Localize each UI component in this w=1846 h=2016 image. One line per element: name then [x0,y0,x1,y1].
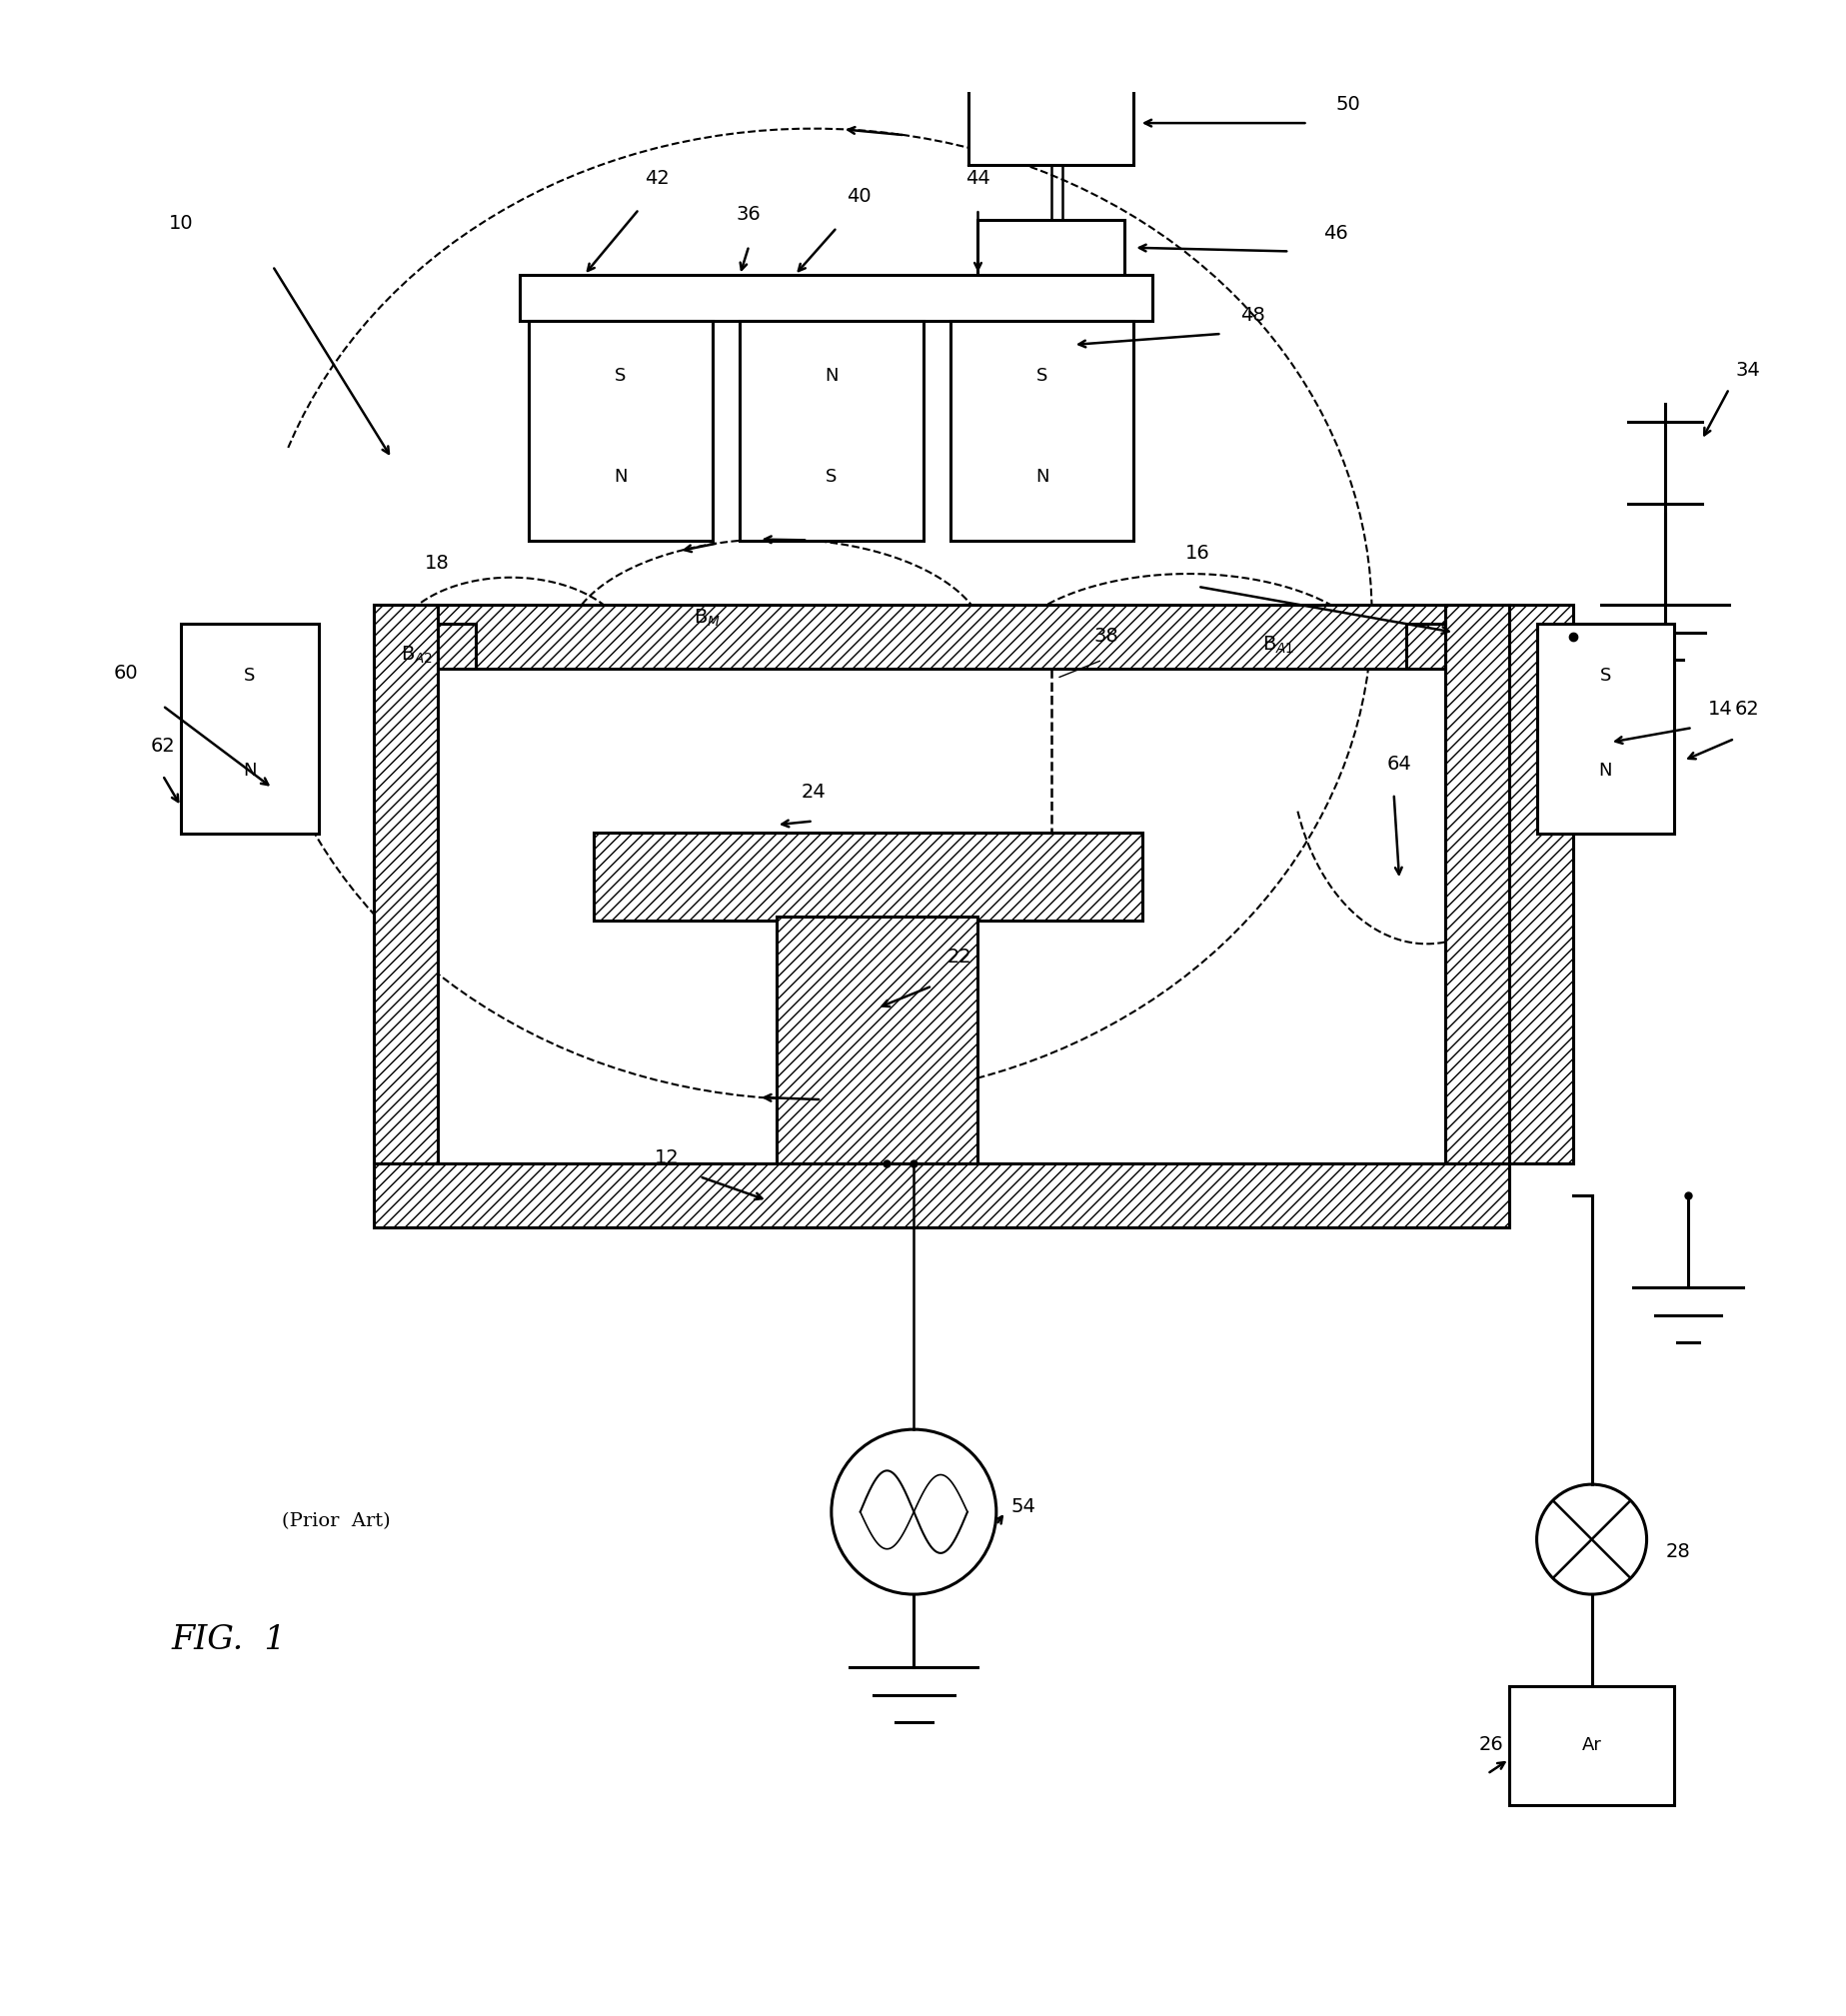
Bar [373,1163,1510,1228]
Text: 12: 12 [653,1149,679,1167]
Bar [1510,605,1573,1163]
Text: S: S [825,468,836,486]
Bar [373,605,1510,669]
Text: B$_M$: B$_M$ [694,607,722,629]
Bar [521,274,1152,321]
Text: 42: 42 [644,169,670,187]
Text: N: N [825,367,838,385]
Bar [951,321,1133,540]
Text: N: N [244,762,257,780]
Bar [1510,1685,1674,1804]
Text: 48: 48 [1241,306,1265,325]
Bar [777,917,978,1163]
Bar [740,321,923,540]
Text: 64: 64 [1386,754,1412,774]
Text: FIG.  1: FIG. 1 [172,1625,286,1655]
Bar [530,321,713,540]
Text: 34: 34 [1735,361,1759,379]
Text: N: N [1599,762,1612,780]
Text: (Prior  Art): (Prior Art) [282,1512,390,1530]
Text: S: S [1036,367,1049,385]
Text: N: N [1036,468,1049,486]
Text: N: N [615,468,628,486]
Text: 18: 18 [425,552,450,573]
Text: Ar: Ar [1582,1736,1602,1754]
Text: 62: 62 [1735,700,1759,720]
Bar [181,623,318,835]
Bar [978,220,1124,274]
Bar [593,833,1143,919]
Text: 14: 14 [1708,700,1732,720]
Bar [1407,625,1445,669]
Text: B$_{A2}$: B$_{A2}$ [401,643,434,665]
Text: 26: 26 [1479,1736,1503,1754]
Text: S: S [1600,667,1612,685]
Text: 40: 40 [847,187,871,206]
Text: 44: 44 [965,169,989,187]
Bar [969,28,1133,165]
Bar [1536,623,1674,835]
Text: 22: 22 [947,948,973,966]
Text: S: S [244,667,255,685]
Text: 28: 28 [1665,1542,1691,1562]
Text: 24: 24 [801,782,825,800]
Text: 50: 50 [1337,95,1361,115]
Text: 60: 60 [114,663,138,681]
Text: S: S [615,367,626,385]
Bar [373,605,438,1163]
Text: 62: 62 [150,736,175,756]
Text: 10: 10 [168,214,194,234]
Text: 16: 16 [1185,544,1211,562]
Text: 38: 38 [1095,627,1119,645]
Bar [1445,605,1510,1163]
Text: 46: 46 [1324,224,1348,242]
Bar [438,625,476,669]
Text: 54: 54 [1012,1496,1036,1516]
Text: B$_{A1}$: B$_{A1}$ [1263,635,1294,655]
Text: 36: 36 [737,206,761,224]
